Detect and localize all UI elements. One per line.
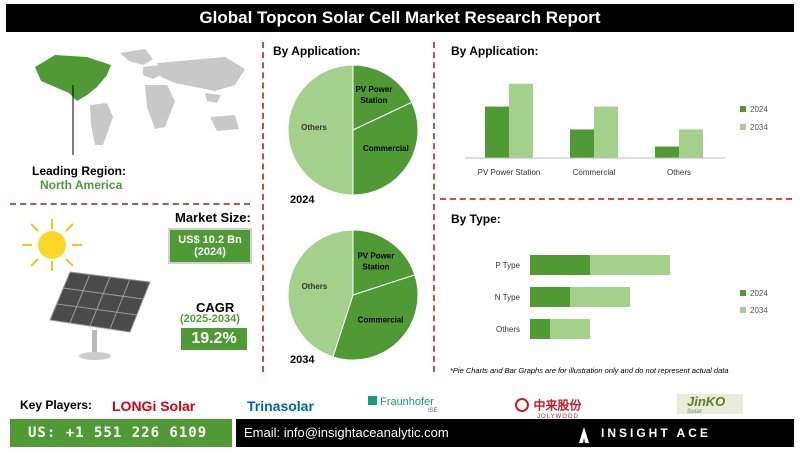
type-bar-2-1	[550, 319, 590, 339]
type-section-title: By Type:	[451, 212, 501, 226]
type-category-label-2: Others	[496, 325, 520, 334]
pie-slice-0-1	[352, 101, 419, 196]
bar-section-title: By Application:	[451, 44, 539, 58]
pie-chart-2034: PV Power Station Commercial Others	[287, 229, 419, 361]
app-bar-1-1	[594, 106, 618, 158]
pie-chart-2024: PV Power Station Commercial Others	[287, 64, 419, 196]
type-bar-1-1	[570, 287, 630, 307]
world-map	[35, 49, 245, 155]
logo-jinko-solar: Solar	[687, 409, 703, 415]
divider-left-horizontal	[10, 203, 250, 205]
logo-jolywood-en: JOLYWOOD	[537, 414, 579, 420]
pie-slice-1-1	[332, 274, 419, 361]
app-category-label-2: Others	[667, 168, 691, 177]
pie-section-title: By Application:	[273, 44, 361, 58]
footer-phone: US: +1 551 226 6109	[10, 419, 232, 447]
legend-label-2024: 2024	[750, 105, 768, 114]
app-bar-1-0	[570, 129, 594, 158]
type-bar-0-1	[590, 255, 670, 275]
key-players-label: Key Players:	[20, 398, 93, 412]
cagr-value: 19.2%	[181, 328, 247, 350]
market-size-year: (2024)	[194, 246, 226, 258]
divider-right	[433, 42, 435, 372]
footer-brand: INSIGHT ACE ANALYTIC	[601, 426, 711, 468]
insight-ace-logo-icon	[579, 425, 589, 443]
type-category-label-0: P Type	[495, 261, 520, 270]
pie-slice-1-0	[352, 229, 416, 296]
market-size-box: US$ 10.2 Bn (2024)	[168, 228, 252, 264]
logo-jinko: JinKO Solar	[677, 394, 743, 415]
pie-label-1-1: Commercial	[358, 316, 404, 325]
pie-label-1-0: PV Power Station	[357, 251, 394, 271]
map-southeast-asia	[205, 93, 221, 103]
pie-label-0-0: PV Power Station	[355, 85, 392, 105]
map-asia	[157, 57, 245, 91]
cagr-period: (2025-2034)	[180, 313, 240, 325]
app-category-label-0: PV Power Station	[478, 168, 541, 177]
legend-swatch-2034	[740, 124, 746, 130]
logo-trina: Trinasolar	[247, 398, 314, 414]
type-legend-swatch-2024	[740, 290, 746, 296]
map-greenland	[120, 49, 153, 65]
cagr-label: CAGR	[196, 300, 235, 315]
map-north-america	[35, 55, 111, 101]
app-bar-2-0	[655, 146, 679, 158]
type-legend-label-2034: 2034	[750, 306, 768, 315]
disclaimer: *Pie Charts and Bar Graphs are for illus…	[450, 366, 729, 375]
logo-longi: LONGi Solar	[112, 398, 195, 414]
pie-year-2024: 2024	[290, 194, 315, 206]
pie-slice-0-0	[352, 64, 413, 131]
type-bar-1-0	[530, 287, 570, 307]
application-bar-chart: PV Power Station Commercial Others 2024 20…	[465, 83, 768, 177]
logo-longi-text: LONGi Solar	[112, 398, 196, 414]
legend-label-2034: 2034	[750, 123, 768, 132]
logo-jolywood-cn: 中来股份	[533, 398, 582, 413]
logo-fraunhofer: Fraunhofer ISE	[368, 396, 438, 414]
app-bar-0-0	[485, 106, 509, 158]
pie-charts: PV Power Station Commercial Others PV Power…	[287, 64, 419, 366]
type-category-label-1: N Type	[495, 293, 521, 302]
footer-bar: Email: info@insightaceanalytic.com INSIG…	[236, 419, 794, 468]
app-bar-0-1	[509, 83, 533, 158]
app-category-label-1: Commercial	[573, 168, 616, 177]
pie-label-1-2: Others	[302, 282, 328, 291]
pie-label-0-2: Others	[301, 123, 327, 132]
logo-jolywood: 中来股份 JOLYWOOD	[515, 396, 581, 420]
type-legend-swatch-2034	[740, 307, 746, 313]
jolywood-mark-icon	[515, 397, 529, 412]
type-legend-label-2024: 2024	[750, 289, 768, 298]
divider-left	[262, 42, 264, 372]
pie-slice-0-2	[287, 64, 354, 196]
market-size-value: US$ 10.2 Bn	[178, 234, 242, 246]
type-bar-chart: P Type N Type Others 2024 2034	[495, 255, 768, 339]
logo-fraunhofer-ise: ISE	[428, 408, 438, 414]
logo-fraunhofer-text: Fraunhofer	[380, 396, 434, 408]
pie-slice-1-2	[287, 229, 354, 358]
fraunhofer-mark-icon	[368, 396, 377, 405]
map-south-america	[90, 103, 113, 145]
legend-swatch-2024	[740, 106, 746, 112]
divider-right-horizontal	[440, 198, 792, 200]
market-size-label: Market Size:	[175, 210, 251, 225]
page-title: Global Topcon Solar Cell Market Research…	[6, 4, 794, 32]
logo-jinko-text: JinKO	[687, 394, 726, 409]
leading-region-value: North America	[40, 178, 123, 192]
footer-email: Email: info@insightaceanalytic.com	[244, 425, 449, 440]
pie-label-0-1: Commercial	[363, 144, 409, 153]
type-bar-0-0	[530, 255, 590, 275]
map-australia	[210, 115, 239, 131]
leading-region-label: Leading Region:	[32, 164, 126, 178]
type-bar-2-0	[530, 319, 550, 339]
app-bar-2-1	[679, 129, 703, 158]
map-africa	[145, 85, 175, 129]
pie-year-2034: 2034	[290, 354, 315, 366]
solar-panel-icon	[49, 271, 151, 360]
sun-icon	[22, 219, 82, 271]
